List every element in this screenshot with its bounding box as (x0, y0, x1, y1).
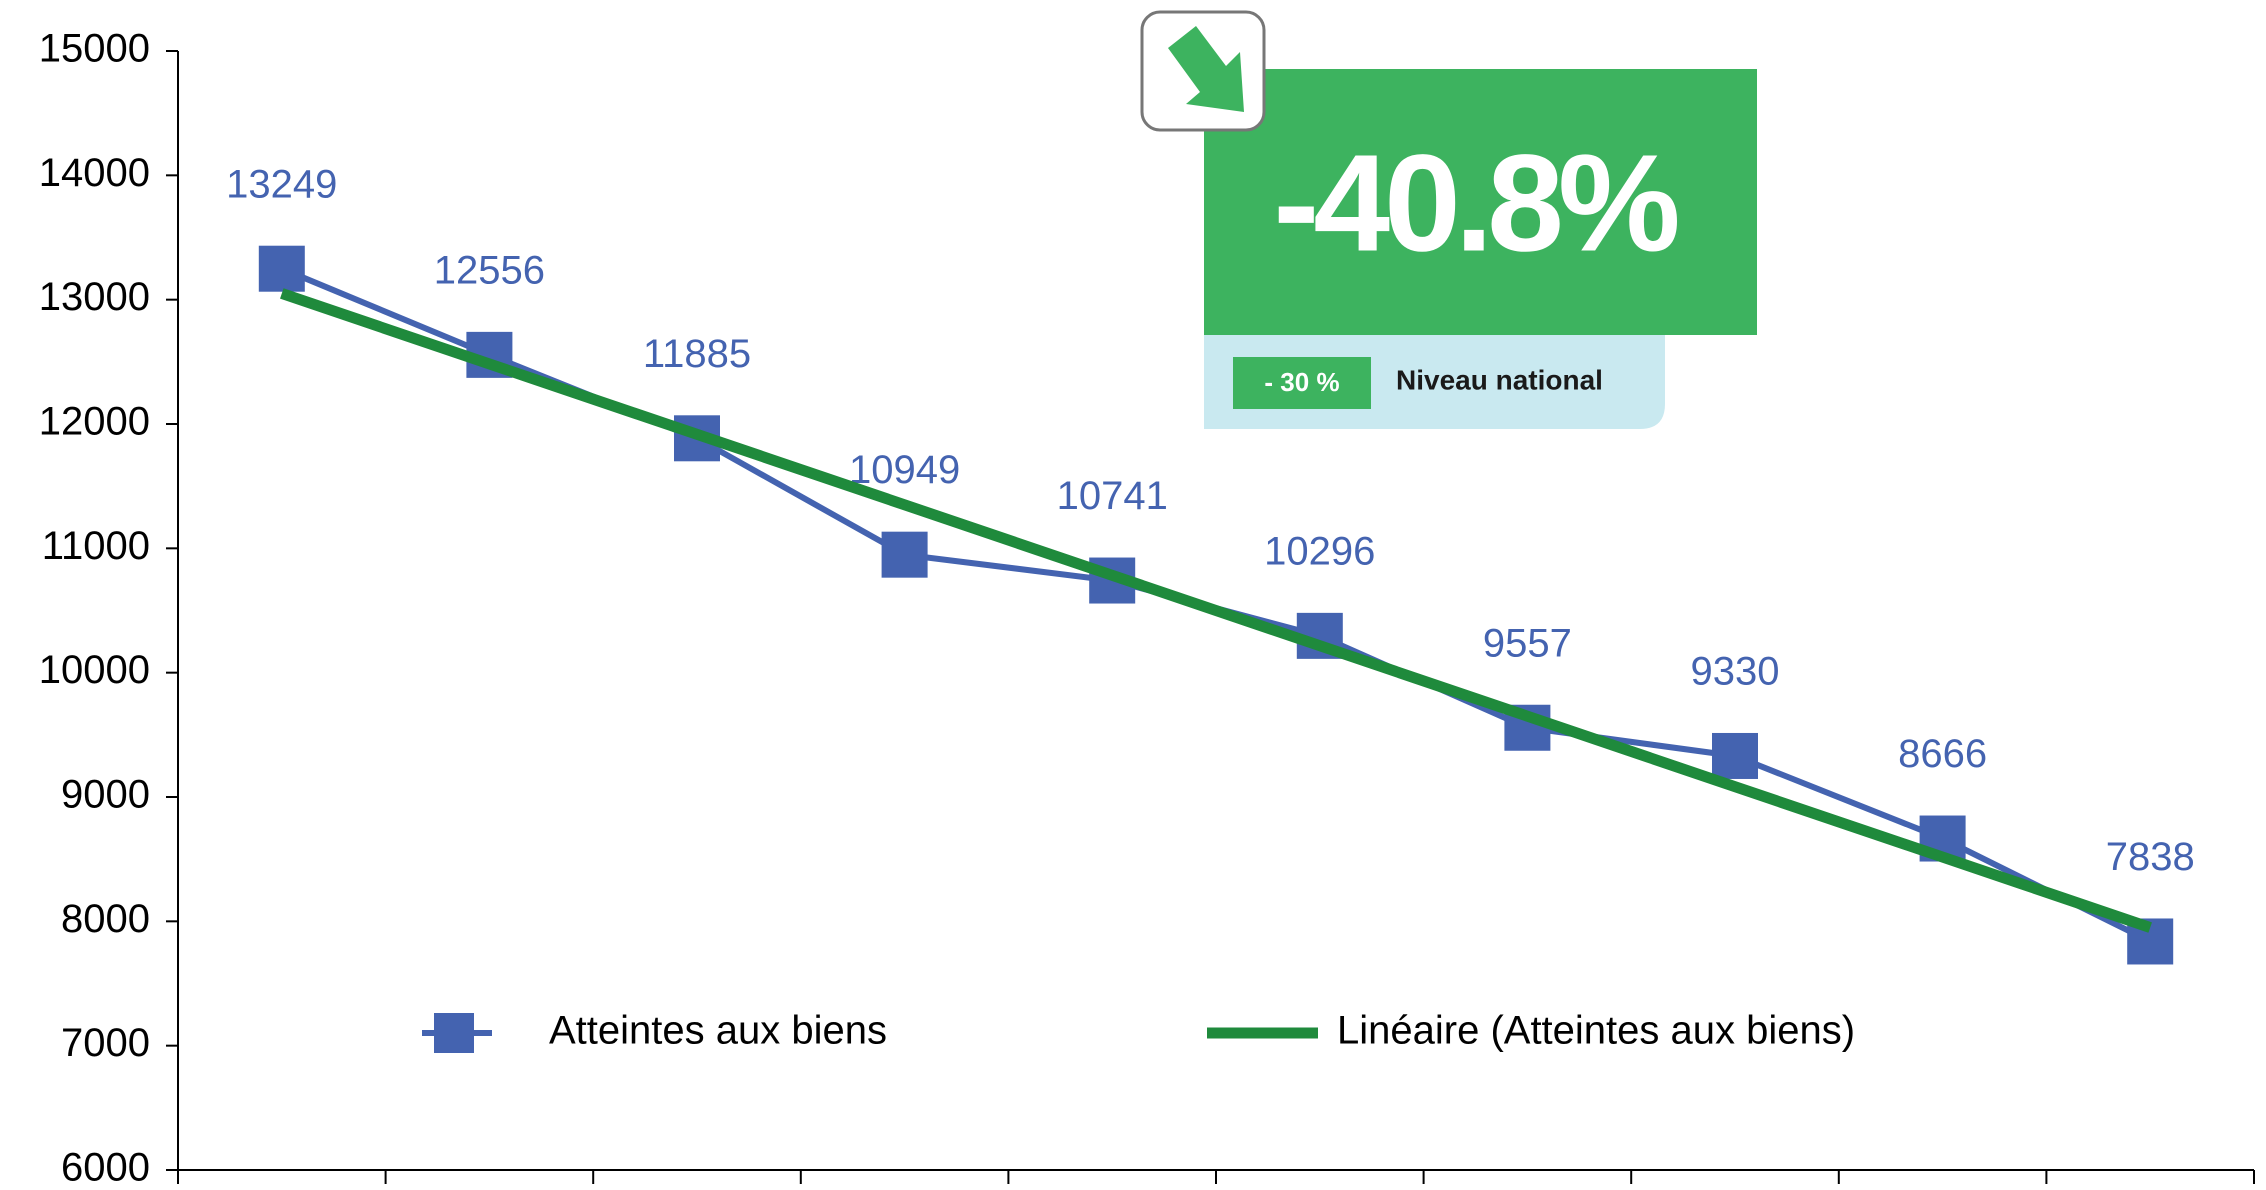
headline: -40.8% (1273, 126, 1678, 280)
headline-box (1204, 69, 1757, 335)
national-value-box (1233, 357, 1371, 409)
data-label: 11885 (643, 332, 751, 376)
data-label: 10949 (849, 448, 960, 492)
y-tick-label: 9000 (61, 773, 150, 817)
data-label: 9330 (1691, 650, 1780, 694)
y-tick-label: 6000 (61, 1146, 150, 1190)
data-label: 9557 (1483, 621, 1572, 665)
y-tick-label: 10000 (39, 648, 150, 692)
y-tick-label: 11000 (42, 524, 150, 568)
y-tick-label: 7000 (61, 1021, 150, 1065)
national-value: - 30 % (1264, 367, 1339, 397)
data-label: 10296 (1264, 529, 1375, 573)
data-label: 13249 (226, 162, 337, 206)
trend-line (280, 288, 2152, 933)
marker (258, 245, 305, 292)
badge: -40.8% - 30 % Niveau national (1140, 10, 1757, 429)
data-label: 10741 (1057, 474, 1168, 518)
data-label: 12556 (434, 248, 545, 292)
y-tick-label: 14000 (39, 151, 150, 195)
legend-marker (434, 1013, 474, 1053)
y-tick-label: 12000 (39, 400, 150, 444)
legend-label: Atteintes aux biens (549, 1009, 887, 1053)
marker (881, 531, 928, 578)
y-tick-label: 8000 (61, 897, 150, 941)
arrow (1168, 26, 1244, 112)
y-tick-label: 15000 (39, 27, 150, 71)
data-label: 8666 (1898, 732, 1987, 776)
data-label: 7838 (2106, 835, 2195, 879)
national-label: Niveau national (1396, 364, 1603, 395)
legend-label: Linéaire (Atteintes aux biens) (1337, 1009, 1855, 1053)
marker (1712, 732, 1758, 779)
y-tick-label: 13000 (39, 275, 150, 319)
